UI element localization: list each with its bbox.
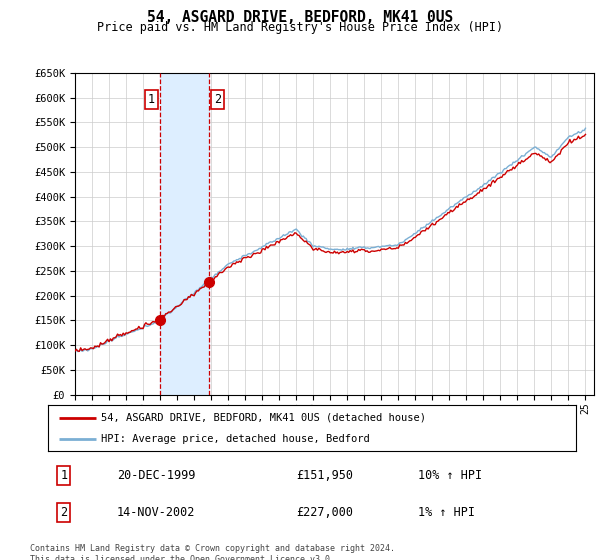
Text: 10% ↑ HPI: 10% ↑ HPI bbox=[418, 469, 482, 482]
Text: Price paid vs. HM Land Registry's House Price Index (HPI): Price paid vs. HM Land Registry's House … bbox=[97, 21, 503, 34]
Text: 54, ASGARD DRIVE, BEDFORD, MK41 0US (detached house): 54, ASGARD DRIVE, BEDFORD, MK41 0US (det… bbox=[101, 413, 426, 423]
Text: 14-NOV-2002: 14-NOV-2002 bbox=[116, 506, 195, 519]
Text: 1: 1 bbox=[148, 92, 155, 106]
Text: HPI: Average price, detached house, Bedford: HPI: Average price, detached house, Bedf… bbox=[101, 435, 370, 444]
Text: 1: 1 bbox=[60, 469, 67, 482]
Text: £151,950: £151,950 bbox=[296, 469, 353, 482]
Text: 1% ↑ HPI: 1% ↑ HPI bbox=[418, 506, 475, 519]
Bar bbox=[160, 73, 209, 395]
Text: Contains HM Land Registry data © Crown copyright and database right 2024.
This d: Contains HM Land Registry data © Crown c… bbox=[30, 544, 395, 560]
Text: £227,000: £227,000 bbox=[296, 506, 353, 519]
Text: 54, ASGARD DRIVE, BEDFORD, MK41 0US: 54, ASGARD DRIVE, BEDFORD, MK41 0US bbox=[147, 10, 453, 25]
Text: 20-DEC-1999: 20-DEC-1999 bbox=[116, 469, 195, 482]
Text: 2: 2 bbox=[214, 92, 221, 106]
Text: 2: 2 bbox=[60, 506, 67, 519]
